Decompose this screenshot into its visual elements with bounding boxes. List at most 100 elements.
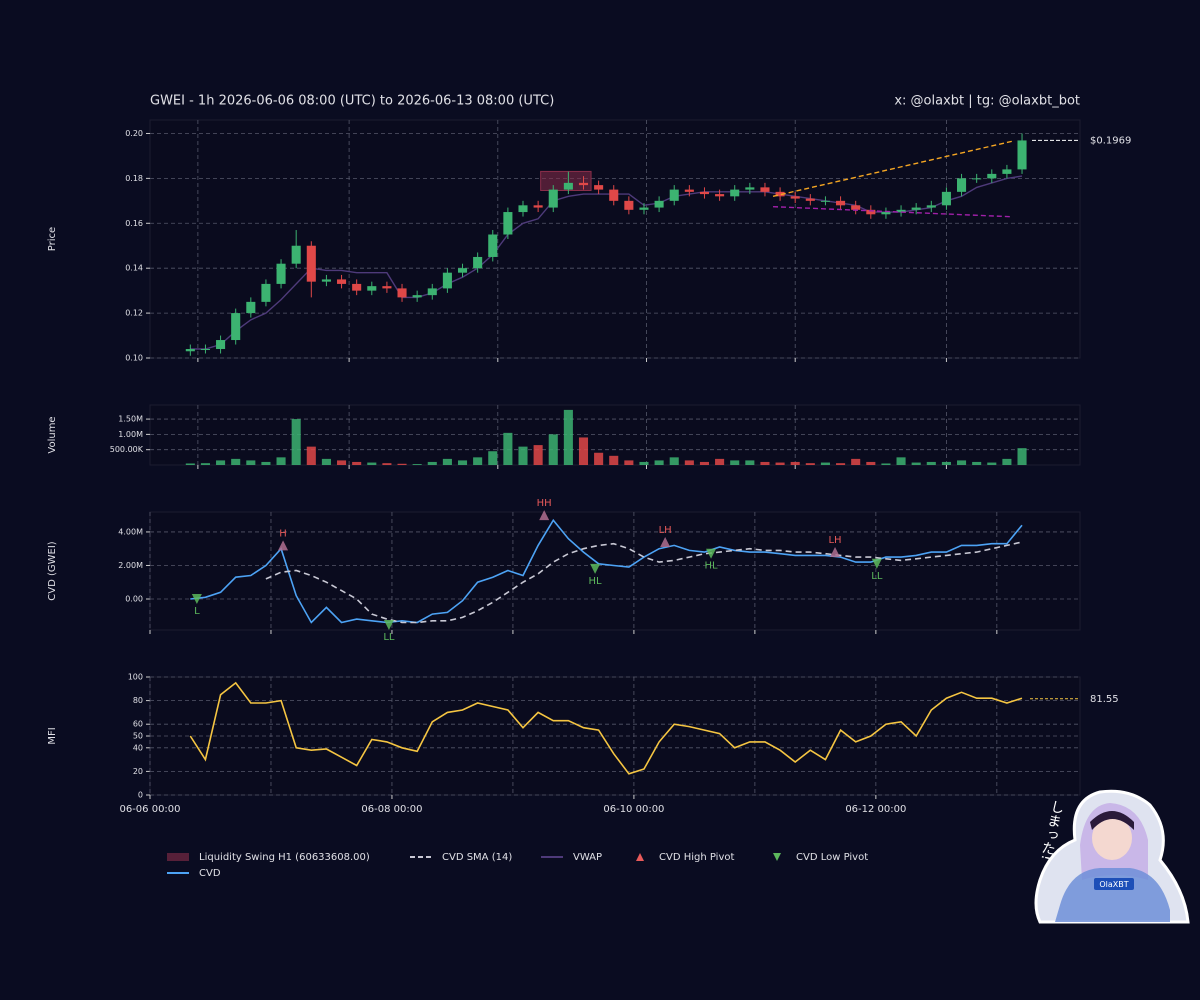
pivot-marker — [706, 548, 717, 559]
candle-body — [382, 286, 392, 289]
pivot-marker — [278, 540, 289, 551]
volume-bar — [609, 455, 619, 465]
volume-bar — [397, 463, 407, 465]
volume-bar — [594, 452, 604, 465]
candle-body — [578, 182, 589, 186]
candle-body — [548, 189, 558, 208]
candle-body — [412, 295, 422, 298]
pivot-marker — [660, 537, 671, 548]
volume-bar — [624, 460, 634, 465]
candle-body — [911, 207, 921, 210]
candle-body — [715, 194, 725, 197]
volume-bar — [715, 458, 725, 465]
candle-body — [457, 268, 468, 273]
volume-bar — [911, 462, 921, 465]
legend-label: CVD — [199, 868, 221, 879]
legend-swatch — [773, 853, 781, 861]
pivot-marker — [830, 547, 841, 558]
candle-body — [941, 191, 951, 206]
candle-body — [503, 212, 513, 235]
volume-bar — [805, 463, 815, 465]
volume-bar — [669, 457, 679, 465]
legend-label: Liquidity Swing H1 (60633608.00) — [199, 852, 370, 863]
last-price-label: $0.1969 — [1090, 135, 1131, 146]
sticker: OlaXBT しまった! — [1034, 789, 1190, 924]
volume-bar — [896, 457, 906, 465]
volume-bar — [291, 419, 301, 465]
legend-label: CVD Low Pivot — [796, 852, 868, 863]
volume-bar — [820, 462, 830, 465]
legend-label: CVD High Pivot — [659, 852, 734, 863]
y-axis-label: MFI — [47, 727, 58, 744]
candle-body — [246, 301, 256, 314]
pivot-label: H — [279, 528, 287, 539]
candle-body — [987, 173, 997, 179]
candle-body — [881, 212, 891, 215]
candle-body — [957, 178, 967, 192]
y-tick-label: 0.00 — [125, 594, 143, 603]
sticker-badge: OlaXBT — [1099, 880, 1128, 889]
plot-area — [149, 404, 1081, 466]
candle-body — [851, 205, 861, 210]
volume-bar — [639, 461, 649, 465]
y-axis-label: CVD (GWEI) — [47, 541, 58, 601]
sticker-body — [1055, 868, 1170, 922]
cvd-line — [190, 518, 1023, 624]
candle-body — [594, 185, 604, 190]
pivot-label: LL — [383, 632, 395, 643]
candle-body — [669, 189, 679, 201]
volume-bar — [684, 460, 694, 465]
candle-body — [291, 245, 301, 264]
y-tick-label: 0.10 — [125, 354, 143, 363]
y-tick-label: 1.50M — [118, 415, 143, 424]
candle-body — [563, 182, 573, 190]
credit: x: @olaxbt | tg: @olaxbt_bot — [894, 94, 1080, 109]
y-tick-label: 0.20 — [125, 129, 143, 138]
candle-body — [1017, 140, 1027, 170]
candle-body — [367, 286, 377, 291]
sticker-badge-bg — [1094, 878, 1134, 890]
volume-bar — [185, 463, 195, 465]
legend-swatch — [167, 853, 189, 861]
volume-bar — [972, 461, 982, 465]
candle-body — [745, 187, 755, 190]
pivot-label: HL — [704, 561, 718, 572]
pivot-label: HL — [589, 576, 603, 587]
volume-bar — [881, 463, 891, 465]
volume-bar — [503, 432, 513, 465]
volume-bar — [866, 461, 876, 465]
legend-swatch — [636, 853, 644, 861]
volume-bar — [563, 409, 573, 465]
volume-bar — [276, 457, 286, 465]
candle-body — [836, 200, 846, 206]
volume-bar — [200, 463, 210, 465]
volume-bar — [941, 461, 951, 465]
volume-bar — [654, 460, 664, 465]
volume-bar — [760, 461, 770, 465]
pivot-label: LH — [828, 535, 841, 546]
volume-bar — [851, 458, 861, 465]
y-tick-label: 500.00K — [110, 445, 144, 454]
volume-bar — [321, 458, 331, 465]
volume-bar — [488, 451, 498, 465]
volume-bar — [367, 462, 377, 465]
y-tick-label: 80 — [133, 696, 143, 705]
y-tick-label: 0.16 — [125, 219, 143, 228]
x-tick-label: 06-08 00:00 — [361, 804, 422, 815]
candle-body — [533, 205, 543, 208]
candle-body — [306, 245, 316, 282]
pivot-label: LH — [659, 525, 672, 536]
volume-bar — [216, 460, 226, 465]
candle-body — [1002, 169, 1012, 174]
candle-body — [518, 205, 528, 213]
candle-body — [790, 196, 800, 199]
pivot-label: L — [194, 606, 200, 617]
trendline — [772, 140, 1013, 198]
candle-body — [397, 288, 407, 298]
candle-body — [624, 200, 634, 210]
volume-bar — [352, 461, 362, 465]
candle-body — [639, 207, 649, 210]
y-tick-label: 0.14 — [125, 264, 143, 273]
candle-body — [473, 256, 483, 269]
